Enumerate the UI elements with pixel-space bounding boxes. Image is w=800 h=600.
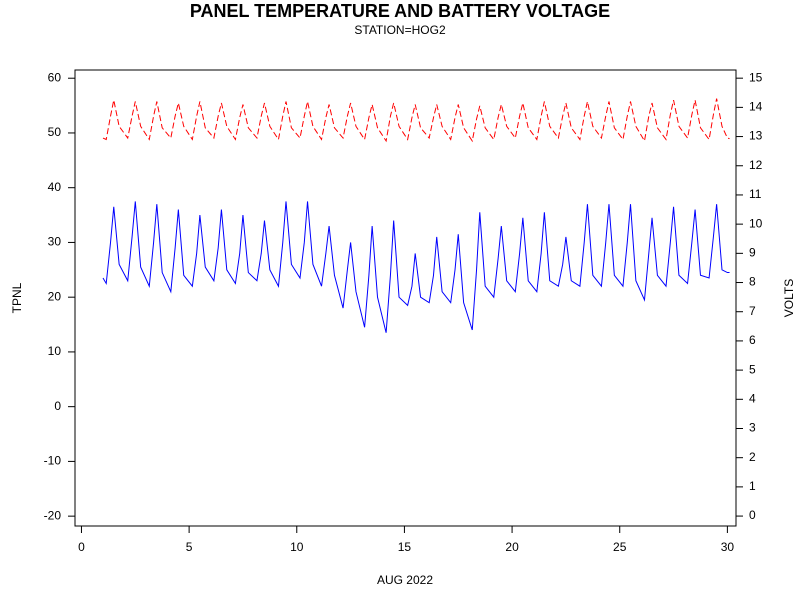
y2-tick-label: 11 (749, 187, 762, 201)
y-tick-label: 20 (48, 289, 62, 303)
y2-tick-label: 1 (749, 479, 756, 493)
y-tick-label: -10 (44, 454, 62, 468)
y2-tick-label: 2 (749, 450, 756, 464)
y-tick-label: 50 (48, 125, 62, 139)
y-axis-label: TPNL (10, 282, 24, 313)
y2-tick-label: 10 (749, 216, 763, 230)
y-tick-label: 10 (48, 344, 62, 358)
y2-tick-label: 7 (749, 304, 756, 318)
y2-tick-label: 4 (749, 391, 756, 405)
x-tick-label: 25 (613, 540, 627, 554)
y2-tick-label: 5 (749, 362, 756, 376)
y2-tick-label: 13 (749, 129, 763, 143)
y2-tick-label: 14 (749, 100, 763, 114)
y2-tick-label: 3 (749, 421, 756, 435)
y2-tick-label: 9 (749, 246, 756, 260)
y-tick-label: -20 (44, 508, 62, 522)
x-tick-label: 0 (78, 540, 85, 554)
x-tick-label: 20 (505, 540, 519, 554)
x-tick-label: 15 (398, 540, 412, 554)
y2-tick-label: 6 (749, 333, 756, 347)
y-tick-label: 40 (48, 180, 62, 194)
x-tick-label: 5 (186, 540, 193, 554)
y-tick-label: 30 (48, 235, 62, 249)
y2-tick-label: 0 (749, 508, 756, 522)
y2-axis-label: VOLTS (782, 279, 796, 317)
plot-frame (74, 69, 737, 527)
y-tick-label: 60 (48, 70, 62, 84)
y2-tick-label: 12 (749, 158, 763, 172)
y2-tick-label: 8 (749, 275, 756, 289)
data-line (102, 201, 730, 333)
x-axis-label: AUG 2022 (377, 573, 433, 587)
data-line (102, 98, 730, 143)
chart-title: PANEL TEMPERATURE AND BATTERY VOLTAGE (190, 1, 610, 21)
x-tick-label: 30 (721, 540, 735, 554)
x-tick-label: 10 (290, 540, 304, 554)
y2-tick-label: 15 (749, 70, 763, 84)
chart-subtitle: STATION=HOG2 (354, 23, 446, 37)
y-tick-label: 0 (54, 399, 61, 413)
